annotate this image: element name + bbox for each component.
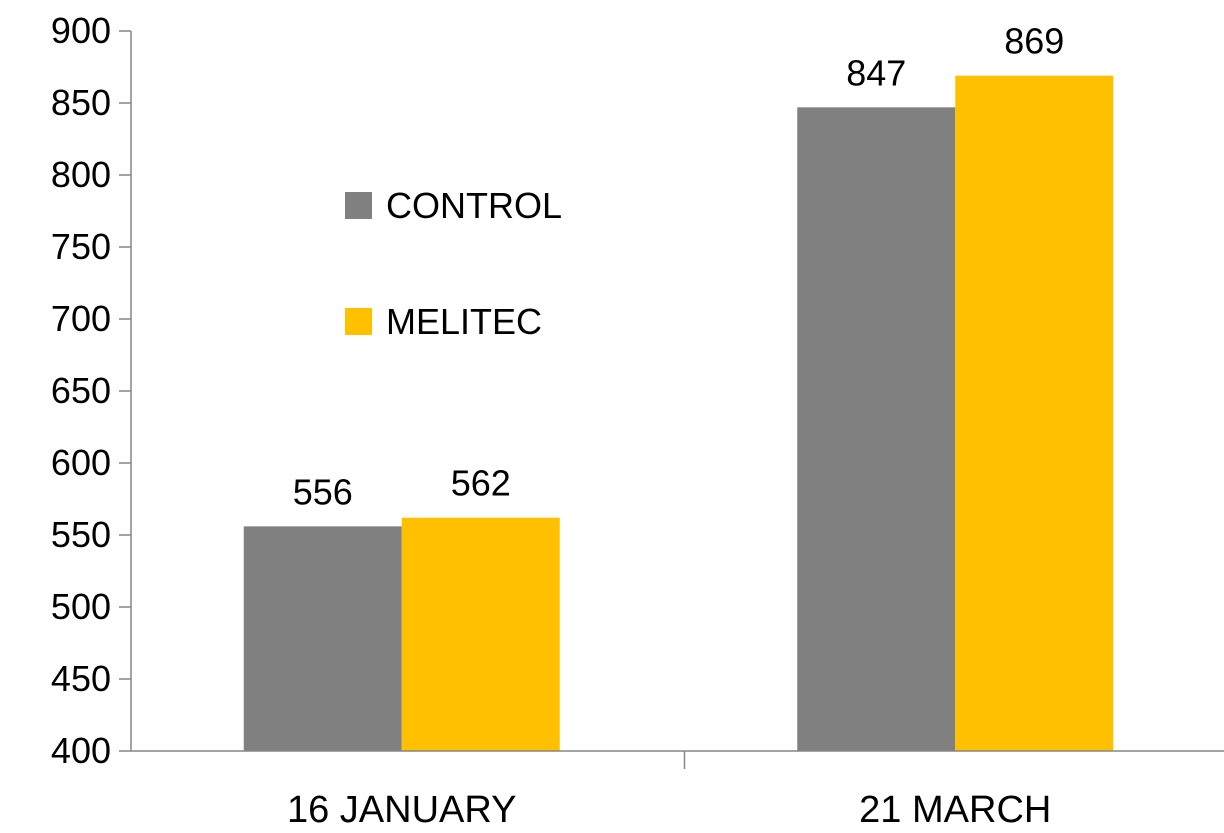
y-tick-label: 550 (51, 514, 111, 555)
category-labels: 16 JANUARY 21 MARCH (287, 789, 1051, 831)
data-label-melitec-2: 869 (1004, 21, 1064, 62)
bar-control-2 (797, 107, 956, 751)
y-tick-label: 850 (51, 82, 111, 123)
legend-swatch-melitec (345, 308, 372, 335)
legend: CONTROL MELITEC (345, 185, 562, 342)
data-label-control-2: 847 (846, 52, 906, 93)
y-tick-label: 600 (51, 442, 111, 483)
y-tick-label: 500 (51, 586, 111, 627)
x-category-label: 16 JANUARY (287, 789, 517, 831)
y-tick-label: 750 (51, 226, 111, 267)
data-label-control-1: 556 (293, 471, 353, 512)
legend-swatch-control (345, 192, 372, 219)
x-category-label: 21 MARCH (859, 789, 1051, 831)
bars (243, 75, 1114, 751)
y-tick-label: 700 (51, 298, 111, 339)
data-labels: 556 562 847 869 (293, 21, 1065, 513)
legend-label-melitec: MELITEC (386, 301, 542, 342)
y-tick-label: 400 (51, 730, 111, 771)
bar-melitec-1 (401, 517, 560, 751)
y-axis-ticks: 400 450 500 550 600 650 700 750 800 850 900 (51, 10, 131, 771)
y-tick-label: 900 (51, 10, 111, 51)
y-tick-label: 650 (51, 370, 111, 411)
legend-label-control: CONTROL (386, 185, 562, 226)
y-tick-label: 800 (51, 154, 111, 195)
bar-melitec-2 (955, 75, 1114, 751)
bar-control-1 (243, 526, 402, 751)
data-label-melitec-1: 562 (451, 463, 511, 504)
y-tick-label: 450 (51, 658, 111, 699)
